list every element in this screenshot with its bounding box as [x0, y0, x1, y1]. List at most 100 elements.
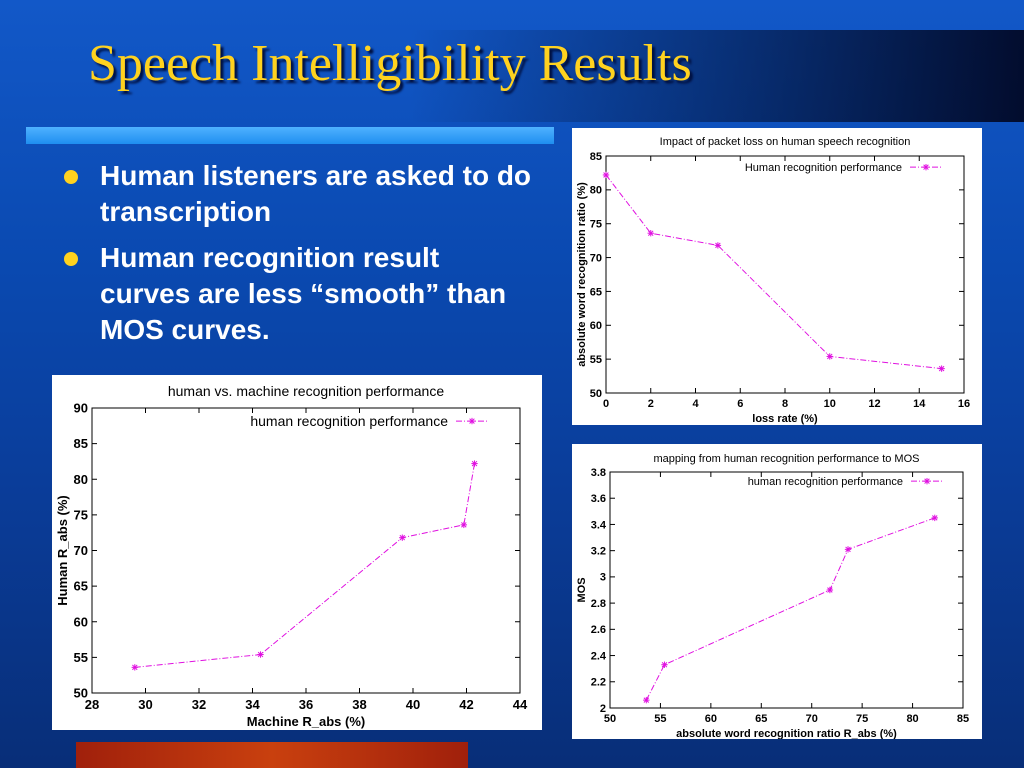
y-tick-label: 85 [590, 151, 602, 163]
plot-frame [605, 155, 965, 394]
data-point [931, 514, 938, 522]
y-tick-label: 50 [590, 388, 602, 400]
data-point [471, 460, 478, 467]
y-tick-label: 75 [590, 219, 602, 231]
chart-human-vs-machine: human vs. machine recognition performanc… [52, 375, 542, 730]
data-point [131, 664, 138, 671]
y-tick-label: 70 [74, 543, 88, 558]
legend-label: Human recognition performance [745, 162, 902, 174]
data-point [661, 661, 668, 668]
y-tick-label: 85 [74, 436, 88, 451]
x-axis-label: Machine R_abs (%) [247, 714, 365, 729]
y-tick-label: 2.2 [591, 677, 606, 689]
x-tick-label: 8 [782, 398, 788, 410]
y-tick-label: 3.8 [591, 467, 606, 479]
x-tick-label: 42 [459, 697, 473, 712]
y-tick-label: 50 [74, 686, 88, 701]
chart-mos-mapping: mapping from human recognition performan… [572, 444, 982, 739]
y-tick-label: 55 [74, 650, 88, 665]
series-line [645, 517, 935, 701]
chart-human-vs-machine-svg: human vs. machine recognition performanc… [55, 383, 528, 729]
data-point [643, 696, 650, 704]
data-point [714, 242, 722, 249]
y-tick-label: 3.4 [591, 519, 607, 531]
x-tick-label: 14 [913, 398, 926, 410]
data-point [399, 534, 406, 541]
data-point [647, 229, 654, 237]
y-tick-label: 80 [74, 472, 88, 487]
y-tick-label: 60 [590, 320, 602, 332]
bullet-item: Human listeners are asked to do transcri… [62, 158, 532, 230]
y-axis-label: absolute word recognition ratio (%) [576, 182, 588, 367]
x-tick-label: 38 [352, 697, 366, 712]
y-tick-label: 65 [74, 579, 88, 594]
data-point [602, 171, 610, 179]
data-point [826, 586, 834, 594]
y-tick-label: 3.6 [591, 493, 606, 505]
plot-frame [91, 407, 521, 694]
legend-label: human recognition performance [748, 476, 903, 488]
data-point [938, 365, 945, 372]
x-tick-label: 60 [705, 713, 717, 725]
data-point [460, 521, 468, 529]
series-line [134, 463, 476, 668]
x-tick-label: 80 [906, 713, 918, 725]
data-point [826, 353, 833, 360]
legend-marker [922, 163, 930, 171]
y-tick-label: 60 [74, 614, 88, 629]
data-point [844, 546, 852, 553]
bullet-dot-icon [64, 252, 78, 266]
bottom-accent-bar [76, 742, 468, 768]
y-tick-label: 70 [590, 252, 602, 264]
x-tick-label: 12 [868, 398, 880, 410]
legend-marker [923, 477, 931, 485]
x-tick-label: 75 [856, 713, 868, 725]
y-tick-label: 2.8 [591, 598, 606, 610]
slide-title: Speech Intelligibility Results [88, 35, 692, 92]
x-tick-label: 28 [85, 697, 99, 712]
y-tick-label: 75 [74, 507, 88, 522]
x-tick-label: 44 [513, 697, 528, 712]
bullet-dot-icon [64, 170, 78, 184]
y-axis-label: MOS [576, 577, 588, 602]
chart-title: human vs. machine recognition performanc… [168, 383, 444, 399]
y-tick-label: 2 [600, 703, 606, 715]
x-tick-label: 55 [654, 713, 666, 725]
x-tick-label: 85 [957, 713, 969, 725]
title-divider [26, 127, 554, 144]
x-tick-label: 10 [824, 398, 836, 410]
bullet-item: Human recognition result curves are less… [62, 240, 532, 348]
data-point [257, 651, 264, 658]
x-tick-label: 30 [138, 697, 152, 712]
x-tick-label: 32 [192, 697, 206, 712]
y-tick-label: 3 [600, 572, 606, 584]
chart-packet-loss-svg: Impact of packet loss on human speech re… [576, 136, 970, 425]
y-tick-label: 2.6 [591, 624, 606, 636]
x-tick-label: 34 [245, 697, 260, 712]
x-tick-label: 16 [958, 398, 970, 410]
x-tick-label: 50 [604, 713, 616, 725]
x-axis-label: loss rate (%) [752, 413, 818, 425]
y-tick-label: 55 [590, 354, 602, 366]
chart-packet-loss: Impact of packet loss on human speech re… [572, 128, 982, 425]
legend-marker [468, 417, 476, 425]
bullet-text: Human recognition result curves are less… [100, 242, 507, 345]
y-tick-label: 80 [590, 185, 602, 197]
x-tick-label: 40 [406, 697, 420, 712]
x-tick-label: 70 [806, 713, 818, 725]
legend-label: human recognition performance [250, 413, 448, 429]
y-tick-label: 2.4 [591, 650, 607, 662]
chart-title: mapping from human recognition performan… [654, 453, 920, 465]
x-tick-label: 36 [299, 697, 313, 712]
x-axis-label: absolute word recognition ratio R_abs (%… [676, 728, 897, 739]
y-tick-label: 3.2 [591, 546, 606, 558]
y-tick-label: 65 [590, 286, 602, 298]
chart-mos-mapping-svg: mapping from human recognition performan… [576, 453, 969, 739]
bullet-text: Human listeners are asked to do transcri… [100, 160, 532, 227]
series-line [605, 174, 942, 370]
x-tick-label: 2 [648, 398, 654, 410]
title-band [0, 30, 1024, 122]
x-tick-label: 4 [692, 398, 699, 410]
plot-frame [609, 471, 964, 709]
x-tick-label: 6 [737, 398, 743, 410]
